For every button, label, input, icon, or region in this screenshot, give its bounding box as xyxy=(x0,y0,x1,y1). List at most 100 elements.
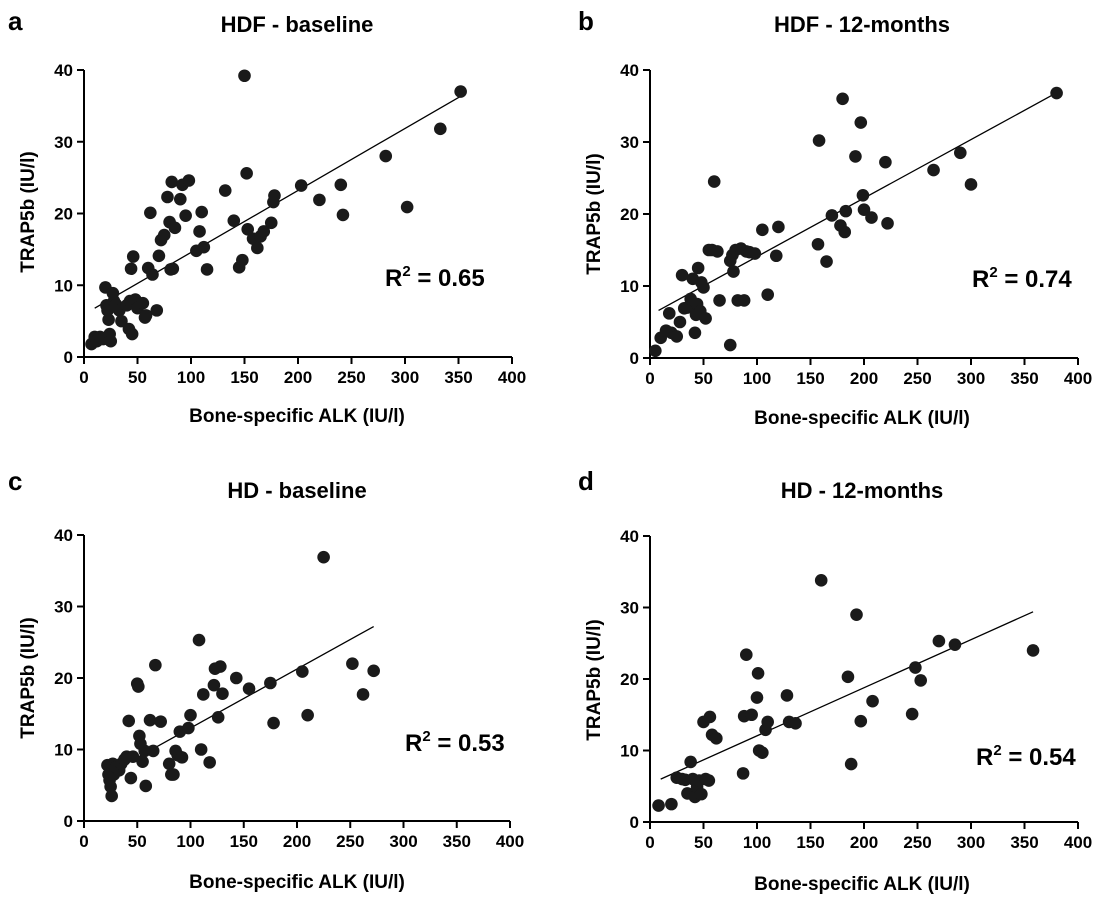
data-point-b xyxy=(727,265,740,278)
data-point-a xyxy=(126,250,140,263)
x-tick-label-b: 100 xyxy=(743,369,771,388)
y-tick-label-d: 30 xyxy=(620,599,639,618)
data-point-c xyxy=(356,688,370,701)
data-point-a xyxy=(268,189,281,202)
x-tick-label-a: 50 xyxy=(128,368,147,387)
data-point-b xyxy=(865,211,878,224)
data-point-b xyxy=(673,315,687,329)
regression-line-d xyxy=(660,611,1034,780)
data-point-c xyxy=(104,780,117,793)
data-point-d xyxy=(905,707,919,721)
data-point-d xyxy=(948,638,962,651)
data-point-a xyxy=(236,253,249,267)
data-point-c xyxy=(122,714,136,728)
data-point-c xyxy=(126,750,140,763)
data-point-d xyxy=(866,694,879,708)
data-point-b xyxy=(1050,86,1063,100)
y-tick-label-a: 40 xyxy=(54,61,73,80)
data-point-d xyxy=(761,715,774,729)
data-point-c xyxy=(367,664,380,678)
data-point-a xyxy=(124,262,138,276)
x-tick-label-d: 250 xyxy=(903,833,931,852)
data-point-a xyxy=(157,228,171,242)
y-tick-label-c: 30 xyxy=(54,598,73,617)
data-point-c xyxy=(175,751,189,764)
data-point-a xyxy=(313,193,326,207)
panel-title-d: HD - 12-months xyxy=(781,478,944,503)
data-point-a xyxy=(379,149,393,163)
data-point-c xyxy=(196,688,210,701)
data-point-a xyxy=(294,179,308,192)
data-point-a xyxy=(251,241,264,255)
data-point-d xyxy=(751,666,765,680)
data-point-c xyxy=(162,757,176,771)
data-point-d xyxy=(932,634,946,648)
data-point-a xyxy=(161,190,174,204)
data-point-c xyxy=(207,678,221,692)
data-point-a xyxy=(434,122,447,136)
data-point-c xyxy=(264,676,277,690)
data-point-a xyxy=(136,296,150,310)
data-point-a xyxy=(241,222,255,236)
y-tick-label-b: 10 xyxy=(620,277,639,296)
regression-line-b xyxy=(658,91,1060,312)
x-tick-label-b: 400 xyxy=(1064,369,1092,388)
x-tick-label-d: 100 xyxy=(743,833,771,852)
y-axis-label-c: TRAP5b (IU/l) xyxy=(18,617,39,738)
data-point-b xyxy=(756,223,769,237)
data-point-a xyxy=(218,184,232,197)
data-point-d xyxy=(909,661,922,674)
x-tick-label-d: 50 xyxy=(694,833,713,852)
y-tick-label-c: 40 xyxy=(54,526,73,545)
data-point-d xyxy=(814,574,828,587)
data-point-c xyxy=(267,716,280,730)
data-point-b xyxy=(881,217,894,230)
y-axis-label-d: TRAP5b (IU/l) xyxy=(584,619,605,740)
data-point-a xyxy=(174,192,187,206)
data-point-b xyxy=(849,150,862,163)
x-tick-label-b: 350 xyxy=(1010,369,1038,388)
x-tick-label-a: 0 xyxy=(79,368,88,387)
x-tick-label-d: 200 xyxy=(850,833,878,852)
y-tick-label-a: 30 xyxy=(54,133,73,152)
data-point-c xyxy=(296,665,309,678)
data-point-a xyxy=(104,334,118,348)
data-point-b xyxy=(769,249,783,263)
x-tick-label-b: 250 xyxy=(903,369,931,388)
data-point-c xyxy=(184,708,197,722)
y-tick-label-c: 20 xyxy=(54,669,73,688)
data-point-c xyxy=(346,657,359,670)
data-point-b xyxy=(811,237,825,251)
data-point-b xyxy=(670,330,684,343)
data-point-b xyxy=(723,338,737,352)
data-point-c xyxy=(216,687,229,701)
panel-title-b: HDF - 12-months xyxy=(774,12,950,37)
x-tick-label-c: 0 xyxy=(79,832,88,851)
x-tick-label-a: 350 xyxy=(444,368,472,387)
data-point-d xyxy=(841,670,855,684)
x-tick-label-a: 200 xyxy=(284,368,312,387)
panel-title-c: HD - baseline xyxy=(227,478,366,503)
x-tick-label-c: 50 xyxy=(128,832,147,851)
data-point-a xyxy=(454,85,467,98)
data-point-a xyxy=(195,205,208,219)
y-tick-label-b: 30 xyxy=(620,133,639,152)
x-tick-label-b: 150 xyxy=(796,369,824,388)
data-point-b xyxy=(820,255,833,268)
x-tick-label-a: 400 xyxy=(498,368,526,387)
data-point-a xyxy=(168,221,182,235)
x-axis-label-a: Bone-specific ALK (IU/l) xyxy=(189,406,405,427)
data-point-d xyxy=(780,689,794,702)
y-tick-label-b: 40 xyxy=(620,61,639,80)
panel-b: b HDF - 12-months TRAP5b (IU/l) Bone-spe… xyxy=(578,6,1092,429)
x-tick-label-b: 200 xyxy=(850,369,878,388)
data-point-d xyxy=(703,710,717,724)
panel-letter-b: b xyxy=(578,6,594,36)
data-point-b xyxy=(761,288,774,301)
panel-title-a: HDF - baseline xyxy=(221,12,374,37)
panel-letter-d: d xyxy=(578,466,594,496)
data-point-b xyxy=(954,146,967,160)
data-point-a xyxy=(334,178,348,192)
data-point-c xyxy=(242,682,256,696)
